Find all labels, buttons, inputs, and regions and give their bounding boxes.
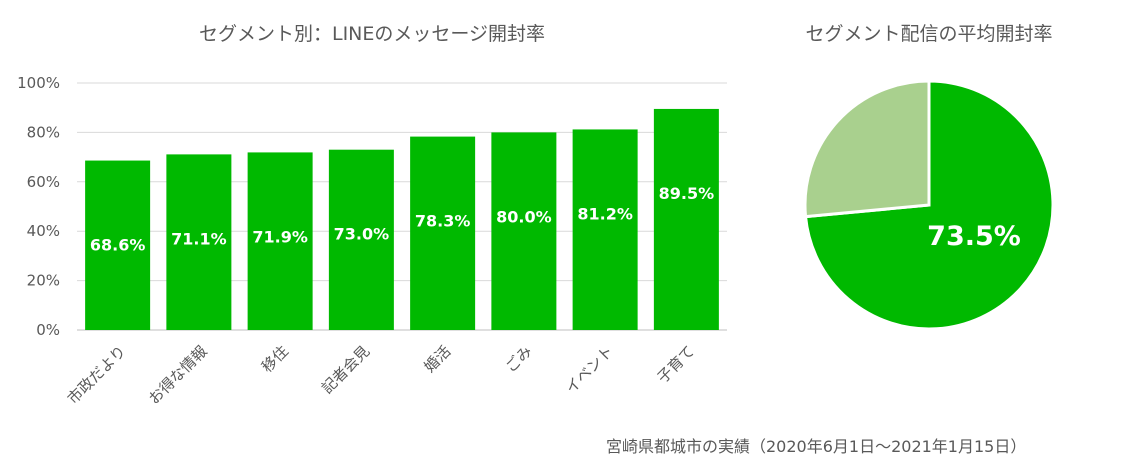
bar-data-label: 78.3% bbox=[415, 212, 471, 231]
bar bbox=[491, 132, 557, 330]
pie-data-label: 73.5% bbox=[927, 221, 1021, 252]
x-tick-label: 子育て bbox=[654, 342, 699, 387]
bar-data-label: 89.5% bbox=[659, 184, 715, 203]
y-tick-label: 80% bbox=[27, 123, 60, 141]
bar bbox=[653, 108, 719, 330]
y-tick-label: 0% bbox=[36, 321, 60, 339]
bar bbox=[328, 149, 394, 330]
y-tick-label: 60% bbox=[27, 173, 60, 191]
x-tick-label: 市政だより bbox=[64, 342, 130, 408]
pie-series: 73.5% bbox=[803, 79, 1055, 331]
bar bbox=[166, 154, 232, 330]
bar bbox=[247, 152, 313, 330]
x-tick-label: 記者会見 bbox=[318, 342, 373, 397]
bar-data-label: 80.0% bbox=[496, 207, 552, 226]
x-tick-label: イベント bbox=[562, 342, 617, 397]
bar-chart-title: セグメント別：LINEのメッセージ開封率 bbox=[199, 23, 545, 45]
bar-series: 68.6% 市政だより 71.1% お得な情報 71.9% 移住 73.0% 記者会見 78.3… bbox=[64, 108, 719, 408]
bar-data-label: 71.1% bbox=[171, 229, 227, 248]
bar-data-label: 73.0% bbox=[334, 225, 390, 244]
bar-data-label: 81.2% bbox=[577, 204, 633, 223]
bar bbox=[85, 160, 151, 330]
pie-slice bbox=[803, 79, 931, 219]
y-tick-label: 20% bbox=[27, 272, 60, 290]
x-tick-label: お得な情報 bbox=[145, 342, 211, 408]
bar bbox=[410, 136, 476, 330]
bar bbox=[572, 129, 638, 330]
bar-data-label: 68.6% bbox=[90, 236, 146, 255]
y-tick-label: 40% bbox=[27, 222, 60, 240]
x-tick-label: 移住 bbox=[258, 342, 292, 376]
bar-data-label: 71.9% bbox=[252, 227, 308, 246]
x-tick-label: ごみ bbox=[502, 342, 536, 376]
x-tick-label: 婚活 bbox=[421, 342, 455, 376]
y-tick-label: 100% bbox=[17, 74, 60, 92]
pie-chart-title: セグメント配信の平均開封率 bbox=[805, 23, 1052, 45]
footnote: 宮崎県都城市の実績（2020年6月1日～2021年1月15日） bbox=[606, 437, 1027, 456]
